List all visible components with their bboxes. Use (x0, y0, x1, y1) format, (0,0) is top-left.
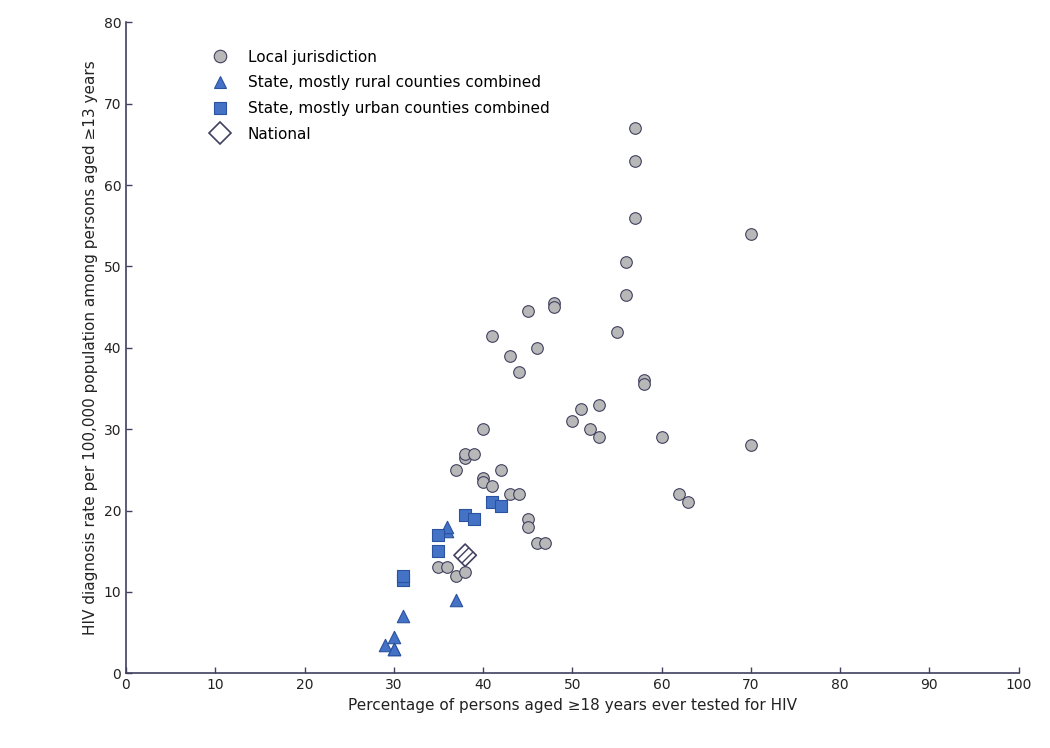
Point (680, 497, 697, 509)
Point (385, 643, 402, 654)
Point (483, 330, 501, 342)
Point (617, 257, 634, 269)
Point (475, 472, 491, 484)
Point (430, 545, 447, 557)
Point (573, 403, 590, 415)
Point (430, 529, 447, 541)
Point (483, 480, 501, 492)
X-axis label: Percentage of persons aged ≥18 years ever tested for HIV: Percentage of persons aged ≥18 years eve… (348, 698, 797, 713)
Point (626, 212, 643, 224)
Legend: Local jurisdiction, State, mostly rural counties combined, State, mostly urban c: Local jurisdiction, State, mostly rural … (205, 49, 549, 141)
Point (492, 500, 509, 512)
Point (653, 432, 670, 444)
Point (483, 497, 501, 509)
Point (502, 350, 519, 362)
Point (457, 452, 474, 464)
Point (395, 610, 412, 622)
Point (626, 155, 643, 167)
Point (466, 447, 483, 459)
Point (395, 574, 412, 586)
Point (439, 562, 456, 574)
Point (635, 378, 652, 390)
Point (439, 521, 456, 533)
Point (457, 565, 474, 577)
Point (519, 305, 536, 317)
Point (430, 562, 447, 574)
Point (457, 447, 474, 459)
Y-axis label: HIV diagnosis rate per 100,000 population among persons aged ≥13 years: HIV diagnosis rate per 100,000 populatio… (83, 61, 98, 635)
Point (591, 432, 608, 444)
Point (475, 423, 491, 435)
Point (385, 631, 402, 643)
Point (582, 423, 598, 435)
Point (591, 399, 608, 411)
Point (447, 570, 464, 582)
Point (626, 122, 643, 134)
Point (609, 325, 626, 337)
Point (528, 342, 545, 354)
Point (671, 488, 688, 500)
Point (519, 521, 536, 533)
Point (475, 476, 491, 488)
Point (635, 374, 652, 386)
Point (457, 549, 474, 561)
Point (447, 464, 464, 476)
Point (546, 297, 563, 309)
Point (510, 367, 527, 378)
Point (546, 301, 563, 313)
Point (377, 639, 394, 651)
Point (457, 509, 474, 521)
Point (492, 464, 509, 476)
Point (519, 512, 536, 524)
Point (395, 570, 412, 582)
Point (528, 537, 545, 549)
Point (742, 228, 759, 240)
Point (538, 537, 554, 549)
Point (564, 415, 581, 427)
Point (466, 512, 483, 524)
Point (510, 488, 527, 500)
Point (502, 488, 519, 500)
Point (617, 289, 634, 301)
Point (385, 643, 402, 654)
Point (447, 594, 464, 606)
Point (439, 525, 456, 537)
Point (742, 439, 759, 451)
